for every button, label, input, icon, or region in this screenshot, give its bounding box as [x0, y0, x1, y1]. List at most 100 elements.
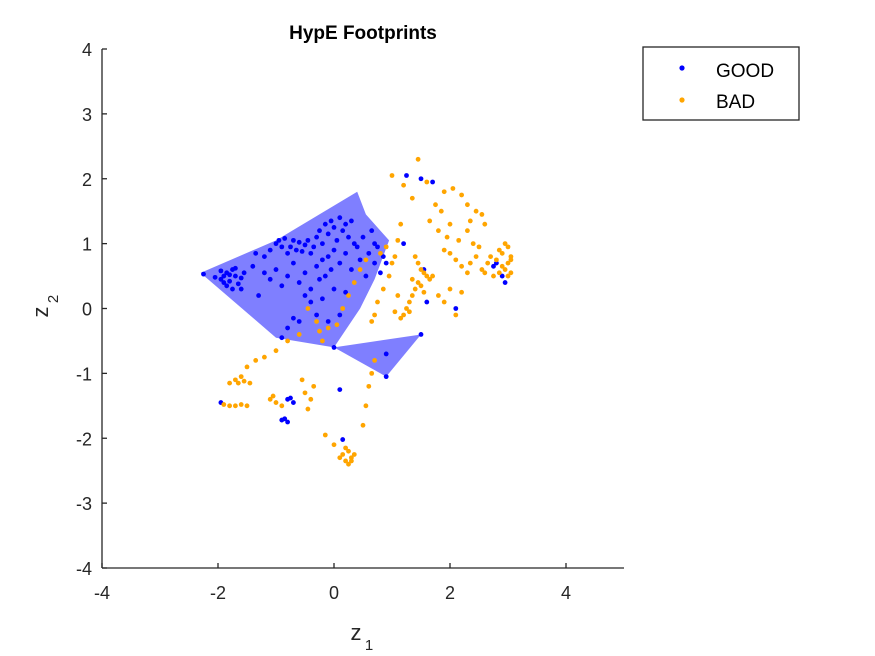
y-tick-label: -2: [76, 429, 92, 449]
bad-point: [253, 358, 259, 363]
x-tick-label: 4: [561, 583, 571, 603]
good-point: [218, 268, 224, 274]
bad-point: [465, 228, 470, 234]
bad-point: [508, 257, 514, 263]
good-point: [296, 319, 302, 324]
bad-point: [436, 293, 441, 298]
bad-point: [398, 315, 404, 321]
good-point: [349, 218, 354, 224]
y-ticks: -4 -3 -2 -1 0 1 2 3 4: [76, 40, 107, 579]
bad-point: [412, 286, 418, 292]
bad-point: [459, 192, 464, 198]
bad-point: [479, 267, 485, 272]
good-point: [218, 276, 224, 282]
good-point: [267, 247, 273, 253]
y-tick-label: -3: [76, 494, 92, 514]
bad-point: [340, 306, 346, 311]
bad-point: [424, 179, 430, 185]
bad-point: [322, 432, 328, 438]
good-point: [302, 270, 308, 276]
good-point: [311, 244, 317, 250]
bad-point: [496, 247, 502, 253]
bad-point: [395, 237, 401, 243]
bad-point: [412, 254, 418, 259]
good-point: [453, 306, 459, 311]
bad-point: [247, 380, 253, 386]
x-tick-label: -2: [210, 583, 226, 603]
good-point: [337, 312, 343, 318]
good-point: [349, 267, 354, 272]
good-point: [372, 260, 377, 266]
bad-point: [308, 396, 314, 402]
y-tick-label: 3: [82, 105, 92, 125]
good-point: [331, 345, 337, 350]
good-point: [230, 286, 235, 292]
good-point: [314, 263, 319, 269]
footprint-polygon-2: [334, 334, 421, 377]
bad-point: [415, 280, 421, 285]
bad-point: [447, 250, 453, 256]
bad-point: [433, 202, 438, 208]
good-point: [383, 351, 389, 357]
bad-point: [375, 299, 380, 305]
good-point: [288, 244, 293, 250]
y-tick-label: -1: [76, 364, 92, 384]
good-point: [346, 234, 351, 240]
good-point: [322, 221, 328, 227]
bad-series: [221, 156, 514, 467]
bad-point: [407, 299, 412, 305]
bad-point: [320, 338, 325, 344]
bad-point: [221, 402, 227, 407]
good-point: [224, 283, 230, 289]
good-point: [418, 332, 424, 337]
good-point: [305, 237, 311, 243]
bad-point: [267, 396, 273, 402]
good-point: [375, 244, 380, 250]
bad-point: [470, 241, 476, 247]
good-point: [357, 257, 363, 263]
good-point: [238, 275, 244, 281]
bad-point: [404, 306, 409, 311]
bad-point: [369, 370, 375, 376]
good-point: [201, 271, 206, 277]
bad-point: [357, 267, 363, 272]
bad-point: [386, 273, 392, 279]
chart-title: HypE Footprints: [289, 23, 437, 44]
bad-point: [482, 270, 488, 276]
bad-point: [421, 289, 427, 295]
bad-point: [418, 283, 424, 289]
good-point: [296, 239, 302, 245]
bad-point: [233, 403, 238, 409]
y-tick-label: -4: [76, 559, 92, 579]
bad-point: [453, 257, 459, 263]
legend-box: [642, 46, 800, 121]
legend-good-label: GOOD: [716, 61, 774, 82]
good-point: [317, 276, 322, 282]
bad-point: [346, 448, 351, 454]
legend-bad-label: BAD: [716, 92, 755, 113]
bad-point: [244, 403, 250, 409]
bad-point: [395, 293, 401, 298]
good-point: [279, 244, 285, 250]
x-axis-label-main: z: [351, 620, 362, 645]
bad-point: [508, 270, 514, 276]
bad-point: [447, 221, 453, 227]
good-point: [331, 247, 337, 253]
bad-point: [427, 276, 433, 282]
good-point: [322, 273, 328, 279]
x-axis-label-sub: 1: [365, 637, 373, 654]
good-point: [343, 289, 348, 295]
bad-point: [296, 332, 302, 337]
bad-point: [238, 402, 244, 407]
bad-point: [378, 250, 383, 256]
good-point: [418, 176, 424, 182]
good-point: [331, 286, 337, 292]
x-tick-label: -4: [94, 583, 110, 603]
good-point: [296, 280, 302, 285]
good-point: [253, 250, 259, 256]
good-point: [314, 234, 319, 240]
good-point: [320, 241, 325, 247]
bad-point: [337, 455, 343, 461]
bad-point: [505, 244, 511, 250]
